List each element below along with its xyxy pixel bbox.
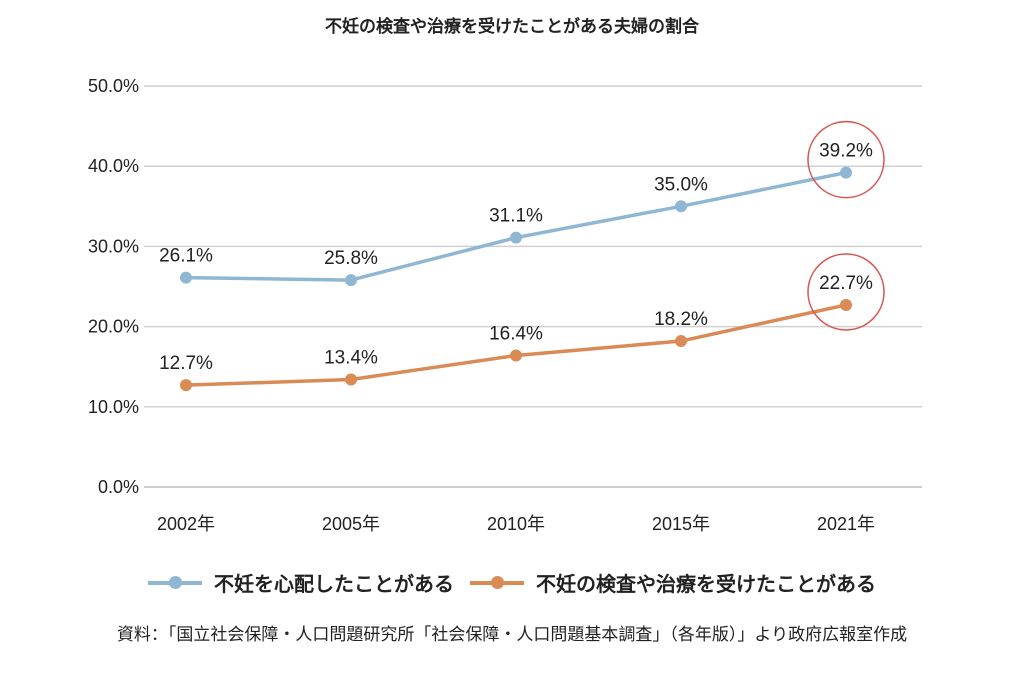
source-note: 資料：「国立社会保障・人口問題研究所「社会保障・人口問題基本調査」（各年版）」よ…	[116, 625, 908, 645]
x-tick-label: 2015年	[652, 514, 710, 534]
grid-lines	[144, 85, 922, 488]
y-tick-label: 50.0%	[88, 76, 139, 96]
data-label: 22.7%	[819, 273, 873, 294]
legend-item-worried: 不妊を心配したことがある	[148, 568, 454, 597]
legend-dot-worried	[169, 575, 182, 589]
highlight-circles	[807, 120, 885, 331]
x-tick-label: 2010年	[487, 514, 545, 534]
y-tick-label: 40.0%	[88, 156, 139, 176]
line-chart: 0.0% 10.0% 20.0% 30.0% 40.0% 50.0% 2002年 2005年…	[88, 76, 922, 534]
data-label: 18.2%	[654, 309, 708, 330]
data-label: 13.4%	[324, 348, 378, 369]
data-point	[840, 298, 852, 311]
data-point	[345, 274, 357, 287]
y-tick-label: 30.0%	[88, 236, 139, 256]
y-axis-ticks: 0.0% 10.0% 20.0% 30.0% 40.0% 50.0%	[88, 76, 139, 497]
legend-item-treated: 不妊の検査や治療を受けたことがある	[470, 568, 876, 597]
data-label: 25.8%	[324, 248, 378, 269]
data-point	[840, 166, 852, 179]
legend-dot-treated	[491, 575, 504, 589]
highlight-circle	[807, 253, 885, 331]
data-point	[675, 335, 687, 348]
series-points	[180, 166, 852, 392]
legend-swatch-treated	[470, 575, 524, 589]
x-tick-label: 2002年	[157, 514, 215, 534]
data-label: 35.0%	[654, 174, 708, 195]
data-labels: 26.1% 25.8% 31.1% 35.0% 39.2% 12.7% 13.4% 16.4%…	[159, 141, 873, 375]
data-label: 39.2%	[819, 141, 873, 162]
data-point	[180, 271, 192, 284]
data-label: 12.7%	[159, 353, 213, 374]
data-point	[345, 373, 357, 386]
series-line	[185, 303, 847, 387]
data-label: 16.4%	[489, 323, 543, 344]
legend: 不妊を心配したことがある 不妊の検査や治療を受けたことがある	[0, 568, 1024, 597]
legend-label-treated: 不妊の検査や治療を受けたことがある	[536, 572, 876, 596]
highlight-circle	[807, 120, 885, 199]
data-label: 26.1%	[159, 246, 213, 267]
y-tick-label: 10.0%	[88, 397, 139, 417]
chart-title: 不妊の検査や治療を受けたことがある夫婦の割合	[325, 17, 699, 37]
legend-label-worried: 不妊を心配したことがある	[214, 572, 454, 596]
data-point	[675, 200, 687, 213]
data-point	[510, 231, 522, 244]
x-tick-label: 2005年	[322, 514, 380, 534]
y-tick-label: 20.0%	[88, 317, 139, 337]
y-tick-label: 0.0%	[98, 477, 139, 497]
data-point	[510, 349, 522, 362]
legend-swatch-worried	[148, 575, 202, 589]
data-label: 31.1%	[489, 206, 543, 227]
data-point	[180, 379, 192, 392]
x-tick-label: 2021年	[817, 514, 875, 534]
x-axis-ticks: 2002年 2005年 2010年 2015年 2021年	[157, 514, 875, 534]
